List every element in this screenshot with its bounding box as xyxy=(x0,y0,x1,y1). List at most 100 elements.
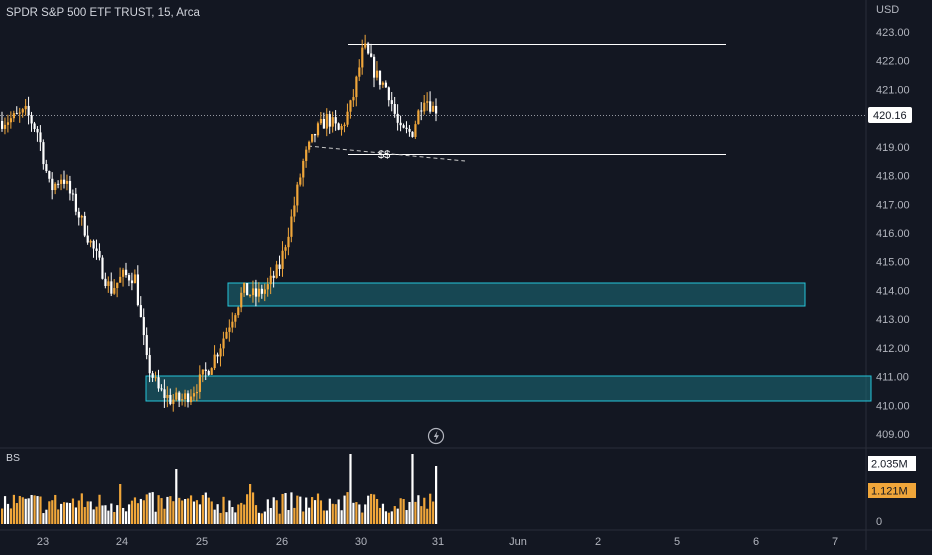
candle-body[interactable] xyxy=(119,276,122,283)
candle-body[interactable] xyxy=(127,275,131,281)
candle-body[interactable] xyxy=(198,374,202,392)
candle-body[interactable] xyxy=(12,113,16,119)
candle-body[interactable] xyxy=(399,122,402,126)
candle-body[interactable] xyxy=(207,370,210,375)
candle-body[interactable] xyxy=(260,288,264,294)
candle-body[interactable] xyxy=(423,102,426,112)
candle-body[interactable] xyxy=(219,348,222,357)
candle-body[interactable] xyxy=(201,369,204,375)
candle-body[interactable] xyxy=(346,111,349,125)
candle-body[interactable] xyxy=(172,399,175,404)
candle-body[interactable] xyxy=(57,183,60,185)
candle-body[interactable] xyxy=(302,160,305,178)
candle-body[interactable] xyxy=(370,53,373,57)
candle-body[interactable] xyxy=(411,131,414,137)
candle-body[interactable] xyxy=(311,134,314,142)
candle-body[interactable] xyxy=(21,109,24,113)
candle-body[interactable] xyxy=(210,368,213,375)
candle-body[interactable] xyxy=(325,114,328,129)
candle-body[interactable] xyxy=(175,392,178,400)
candle-body[interactable] xyxy=(83,215,86,236)
candle-body[interactable] xyxy=(86,235,89,243)
candle-body[interactable] xyxy=(254,288,258,297)
price-axis[interactable]: 423.00422.00421.00420.00419.00418.00417.… xyxy=(876,27,910,441)
candle-body[interactable] xyxy=(375,70,379,78)
candle-body[interactable] xyxy=(65,180,69,184)
candle-body[interactable] xyxy=(192,393,196,397)
candle-body[interactable] xyxy=(107,281,110,286)
candle-body[interactable] xyxy=(378,70,382,85)
volume-pane-label[interactable]: BS xyxy=(6,452,20,464)
candle-body[interactable] xyxy=(163,389,166,398)
candle-body[interactable] xyxy=(39,132,42,143)
candle-body[interactable] xyxy=(299,177,302,185)
candle-body[interactable] xyxy=(278,264,281,269)
candle-body[interactable] xyxy=(417,110,420,125)
candle-body[interactable] xyxy=(15,113,18,115)
candle-body[interactable] xyxy=(148,355,151,374)
demand-zone-upper[interactable] xyxy=(227,282,806,307)
volume-series[interactable] xyxy=(1,454,438,524)
candle-body[interactable] xyxy=(340,126,343,130)
candle-body[interactable] xyxy=(178,392,181,401)
candle-body[interactable] xyxy=(240,292,243,308)
candle-body[interactable] xyxy=(169,394,172,404)
candle-body[interactable] xyxy=(393,103,396,114)
candle-body[interactable] xyxy=(281,250,284,269)
lightning-icon-bg[interactable] xyxy=(427,427,445,445)
candlestick-series[interactable] xyxy=(1,34,438,412)
candle-body[interactable] xyxy=(313,134,317,136)
candle-body[interactable] xyxy=(308,141,311,150)
candle-body[interactable] xyxy=(246,283,249,296)
candle-body[interactable] xyxy=(45,164,48,172)
candle-body[interactable] xyxy=(92,240,95,249)
candle-body[interactable] xyxy=(405,127,408,129)
candle-body[interactable] xyxy=(266,284,269,290)
candle-body[interactable] xyxy=(319,118,323,124)
candle-body[interactable] xyxy=(130,280,134,284)
candle-body[interactable] xyxy=(358,67,361,77)
candle-body[interactable] xyxy=(74,193,78,212)
candle-body[interactable] xyxy=(145,335,148,356)
candle-body[interactable] xyxy=(154,377,157,379)
candle-body[interactable] xyxy=(71,193,75,195)
candle-body[interactable] xyxy=(334,117,337,124)
candle-body[interactable] xyxy=(157,377,160,389)
candle-body[interactable] xyxy=(322,118,326,129)
candle-body[interactable] xyxy=(51,178,54,191)
candle-body[interactable] xyxy=(125,269,128,276)
candle-body[interactable] xyxy=(27,105,30,116)
candle-body[interactable] xyxy=(77,211,80,218)
candle-body[interactable] xyxy=(80,215,83,218)
candle-body[interactable] xyxy=(390,100,393,104)
candle-body[interactable] xyxy=(33,123,36,129)
candle-body[interactable] xyxy=(95,248,98,251)
candle-body[interactable] xyxy=(166,394,169,398)
candle-body[interactable] xyxy=(275,264,278,278)
candle-body[interactable] xyxy=(48,171,51,179)
candle-body[interactable] xyxy=(9,118,13,123)
candle-body[interactable] xyxy=(204,369,207,371)
candle-body[interactable] xyxy=(139,305,142,318)
candle-body[interactable] xyxy=(293,205,296,217)
candle-body[interactable] xyxy=(63,179,66,184)
candle-body[interactable] xyxy=(68,180,72,194)
candle-body[interactable] xyxy=(60,179,63,184)
candle-body[interactable] xyxy=(36,128,39,133)
candle-body[interactable] xyxy=(355,76,358,98)
candle-body[interactable] xyxy=(296,184,299,206)
candle-body[interactable] xyxy=(269,275,272,285)
candle-body[interactable] xyxy=(290,216,293,237)
candle-body[interactable] xyxy=(142,317,145,336)
candle-body[interactable] xyxy=(136,274,140,306)
demand-zone-lower[interactable] xyxy=(145,375,872,402)
candle-body[interactable] xyxy=(216,354,219,357)
candle-body[interactable] xyxy=(343,124,346,127)
candle-body[interactable] xyxy=(213,354,216,369)
candle-body[interactable] xyxy=(195,391,199,394)
candle-body[interactable] xyxy=(263,289,266,294)
candle-body[interactable] xyxy=(284,247,287,251)
candle-body[interactable] xyxy=(396,113,399,123)
candle-body[interactable] xyxy=(349,100,352,112)
